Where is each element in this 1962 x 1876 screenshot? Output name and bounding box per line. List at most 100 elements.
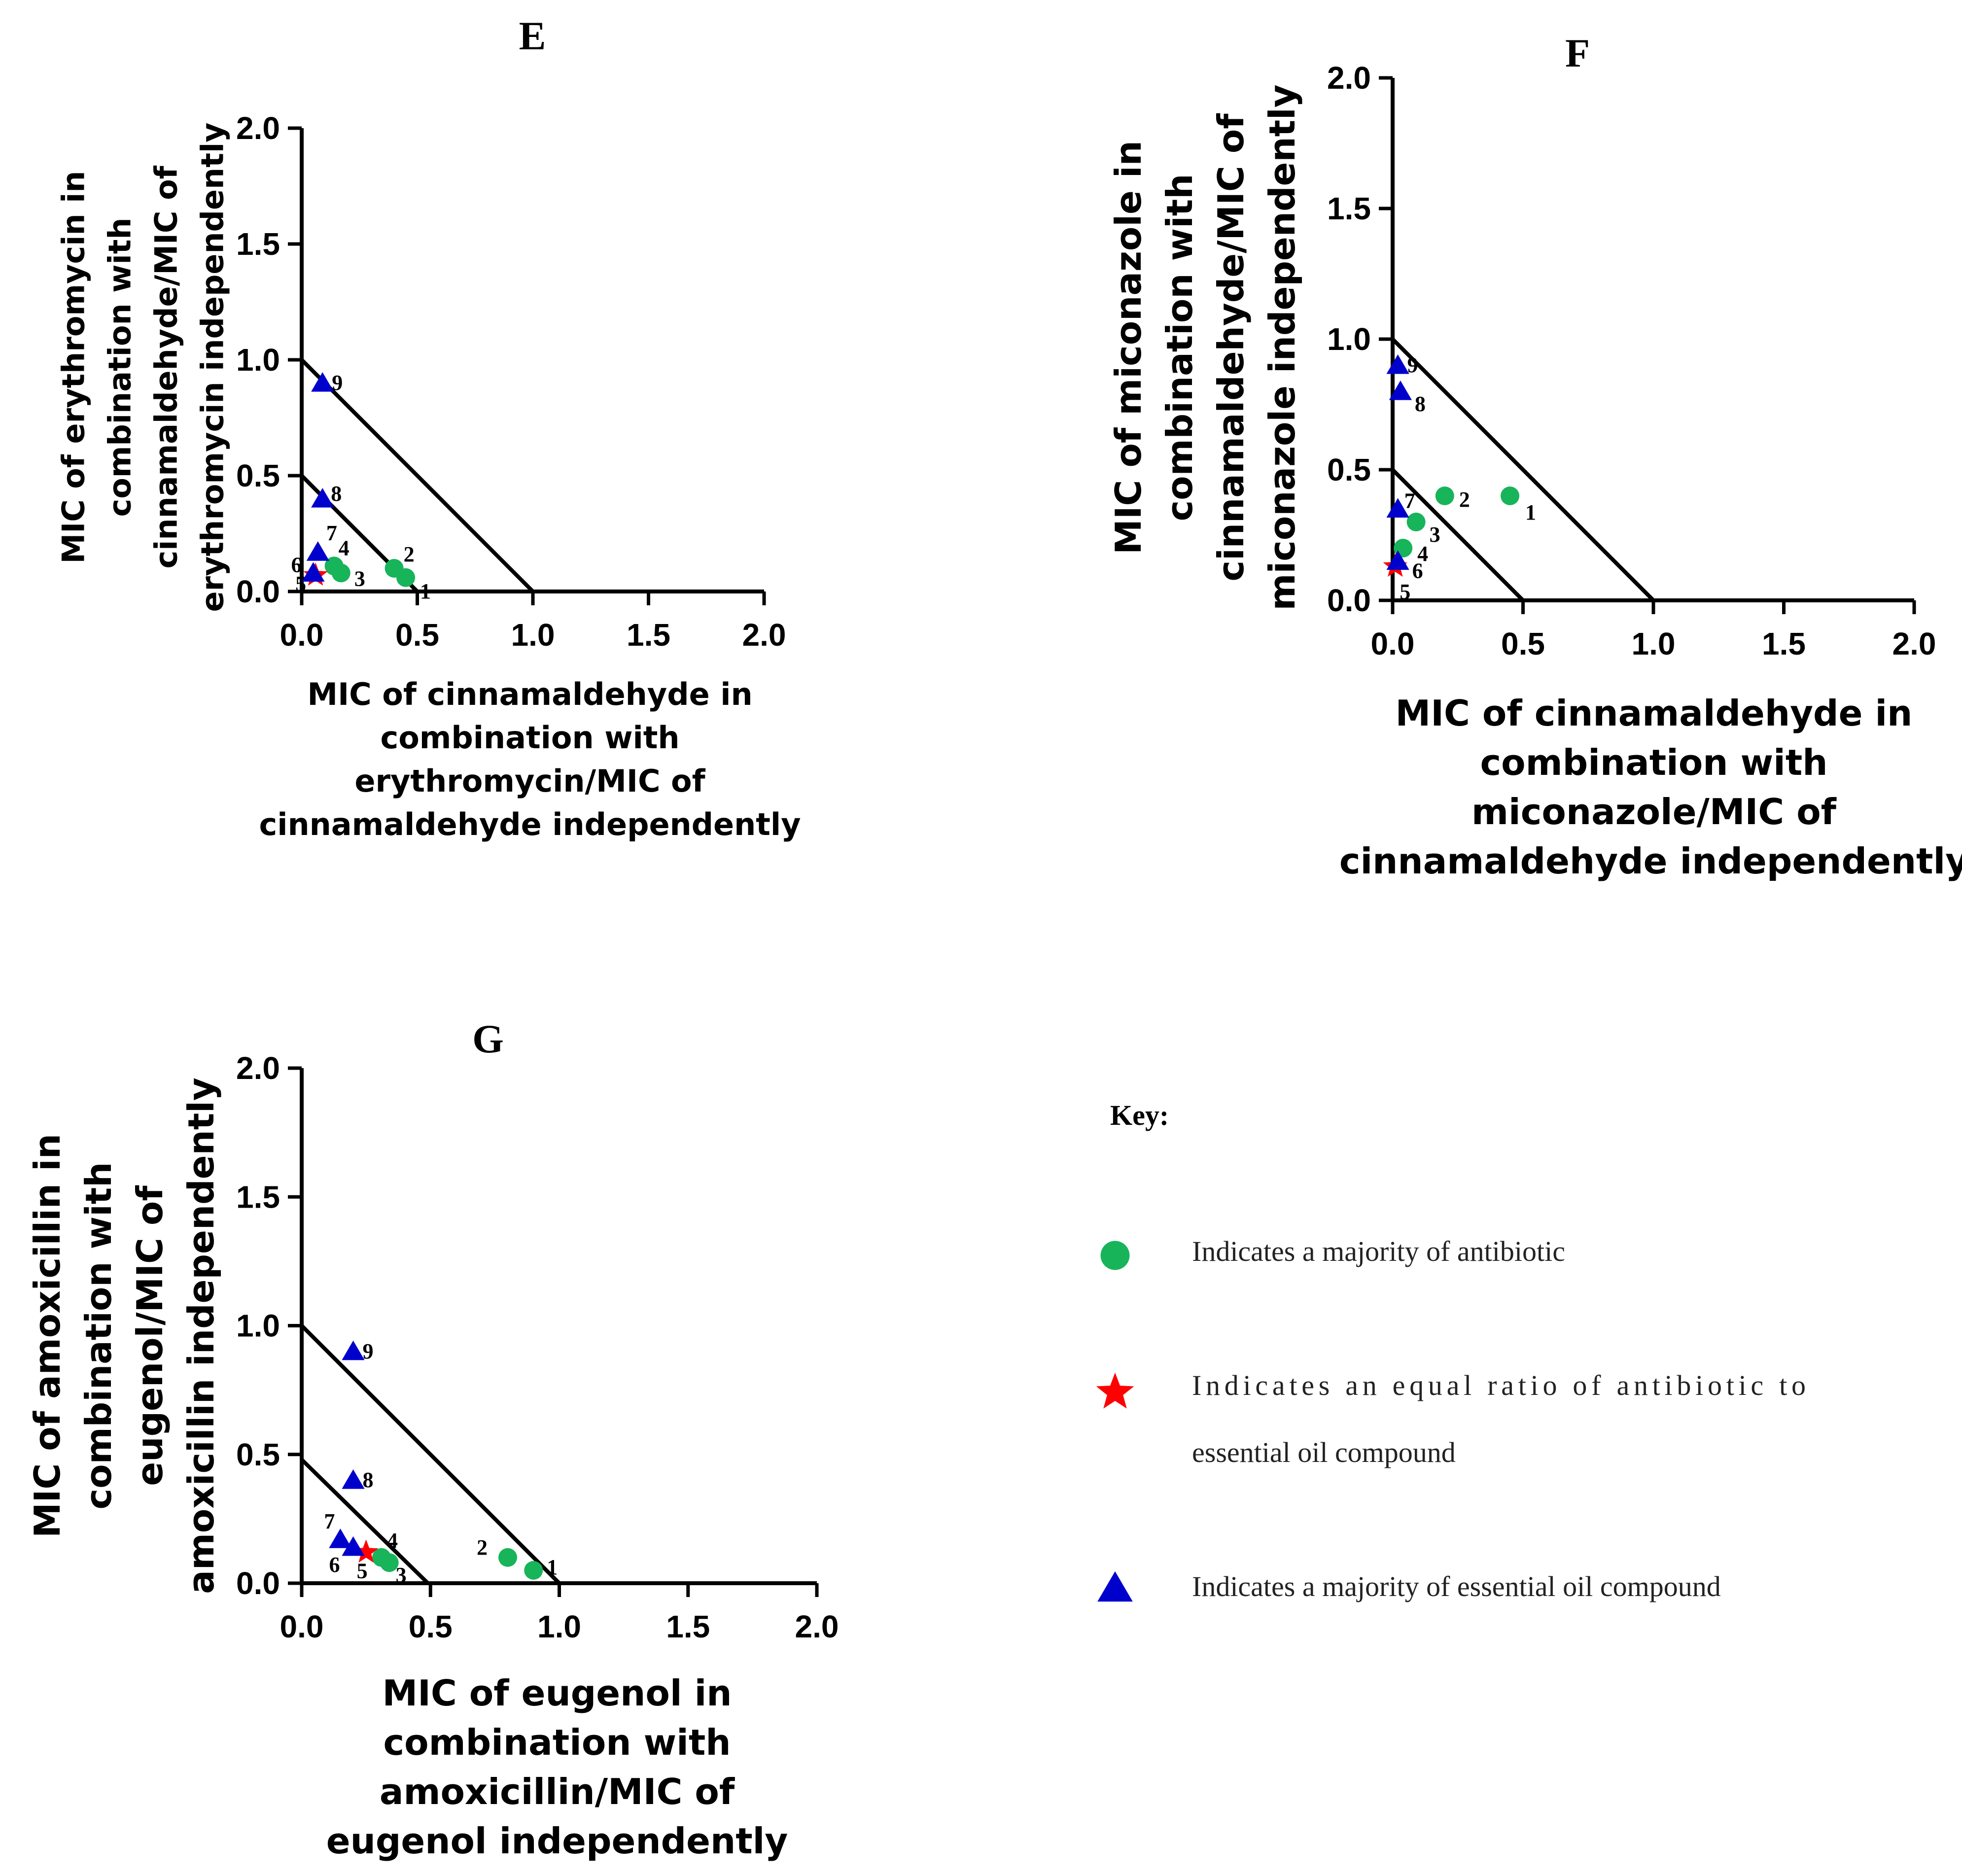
point-label: 5 xyxy=(295,572,306,596)
data-point-oil xyxy=(306,541,329,561)
x-axis-label: combination with xyxy=(384,1722,731,1763)
isobologram-line xyxy=(1391,338,1655,602)
chart-panels: E0.0 0.5 1.0 1.5 2.00.00.51.01.52.0123456789… xyxy=(27,13,1962,1862)
point-label: 6 xyxy=(329,1553,340,1577)
point-label: 4 xyxy=(339,536,350,560)
y-tick-label: 0.0 xyxy=(1327,583,1371,618)
y-tick-label: 1.5 xyxy=(236,1179,280,1215)
point-label: 5 xyxy=(357,1559,368,1583)
point-label: 6 xyxy=(1412,559,1423,583)
y-tick-label: 0.5 xyxy=(236,458,280,493)
legend-item: Indicates a majority of essential oil co… xyxy=(1097,1570,1721,1602)
data-point-oil xyxy=(311,488,334,508)
y-tick-label: 0.0 xyxy=(236,574,280,609)
x-tick-label: 0.5 xyxy=(409,1609,453,1644)
x-axis-label: cinnamaldehyde independently xyxy=(1339,840,1962,882)
y-tick-label: 1.0 xyxy=(1327,321,1371,357)
data-point-antibiotic xyxy=(1435,486,1454,505)
y-axis-label: MIC of amoxicillin in xyxy=(27,1134,68,1538)
y-axis-label: combination with xyxy=(102,217,138,517)
y-axis-label: cinnamaldehyde/MIC of xyxy=(1210,113,1252,582)
panel-title: E xyxy=(519,13,546,58)
x-tick-label: 0.0 xyxy=(1371,626,1415,661)
point-label: 8 xyxy=(331,482,342,506)
legend-text: Indicates a majority of antibiotic xyxy=(1192,1235,1565,1267)
panel-title: G xyxy=(472,1016,504,1061)
legend-text: Indicates a majority of essential oil co… xyxy=(1192,1570,1721,1602)
point-label: 3 xyxy=(1430,522,1440,547)
y-axis-label-group: MIC of miconazole in combination with cinn… xyxy=(1108,84,1303,610)
x-axis-label: eugenol independently xyxy=(326,1820,788,1862)
point-label: 4 xyxy=(1417,542,1428,566)
isobologram-line xyxy=(1391,468,1525,602)
x-axis-label: MIC of cinnamaldehyde in xyxy=(307,676,752,712)
x-axis-label: combination with xyxy=(380,720,679,756)
y-axis-label: combination with xyxy=(78,1162,119,1510)
panel-E: E 0.0 0.5 1.0 1.5 2.0 0.0 0.5 1.0 1.5 2.0 12 34 567 8 9… xyxy=(56,13,801,842)
x-tick-label: 0.0 xyxy=(280,617,324,653)
y-tick-label: 2.0 xyxy=(236,1050,280,1086)
point-label: 9 xyxy=(1407,353,1418,377)
point-label: 1 xyxy=(1525,500,1536,524)
x-axis-label: miconazole/MIC of xyxy=(1472,791,1837,833)
data-point-antibiotic xyxy=(1501,486,1520,505)
y-axis-label: cinnamaldehyde/MIC of xyxy=(148,165,184,568)
data-point-oil xyxy=(342,1469,365,1489)
data-point-oil xyxy=(342,1340,365,1360)
x-axis-label: amoxicillin/MIC of xyxy=(380,1771,735,1812)
x-tick-label: 0.0 xyxy=(280,1609,324,1644)
legend-item: Indicates a majority of antibiotic xyxy=(1100,1235,1565,1270)
y-axis-label: combination with xyxy=(1159,174,1200,521)
x-axis-label: MIC of cinnamaldehyde in xyxy=(1396,693,1913,734)
x-tick-label: 1.0 xyxy=(511,617,555,653)
y-tick-label: 2.0 xyxy=(1327,60,1371,96)
x-axis-label: combination with xyxy=(1480,742,1828,783)
point-label: 7 xyxy=(324,1509,335,1533)
y-tick-label: 0.5 xyxy=(236,1437,280,1472)
data-point-antibiotic xyxy=(1406,513,1426,531)
y-axis-label: amoxicillin independently xyxy=(180,1077,222,1594)
data-point-oil xyxy=(1386,498,1409,518)
data-point-oil xyxy=(342,1536,365,1556)
y-axis-label: MIC of erythromycin in xyxy=(56,171,92,563)
point-label: 7 xyxy=(326,521,337,545)
x-tick-label: 2.0 xyxy=(742,617,786,653)
data-point-antibiotic xyxy=(524,1561,543,1580)
circle-icon xyxy=(1100,1241,1130,1270)
panel-G: G 0.0 0.5 1.0 1.5 2.0 0.0 0.5 1.0 1.5 2.0 1 2 3 456 7 8 9… xyxy=(27,1016,839,1862)
data-point-antibiotic xyxy=(372,1548,391,1567)
point-label: 8 xyxy=(1415,392,1426,416)
data-point-antibiotic xyxy=(498,1548,517,1567)
panel-title: F xyxy=(1565,31,1590,75)
y-tick-label: 2.0 xyxy=(236,110,280,146)
data-point-equal xyxy=(353,1539,379,1563)
data-point-oil xyxy=(302,562,325,582)
isobologram-line xyxy=(300,1458,429,1585)
y-tick-label: 1.5 xyxy=(1327,191,1371,226)
legend-title: Key: xyxy=(1110,1099,1169,1131)
x-tick-label: 2.0 xyxy=(1892,626,1936,661)
point-label: 1 xyxy=(547,1555,558,1579)
data-point-oil xyxy=(1386,354,1409,374)
y-tick-label: 0.5 xyxy=(1327,452,1371,487)
point-label: 3 xyxy=(396,1563,407,1587)
star-icon xyxy=(1096,1372,1134,1409)
x-tick-label: 0.5 xyxy=(395,617,439,653)
y-tick-label: 1.0 xyxy=(236,1308,280,1344)
data-point-oil xyxy=(1386,550,1409,570)
data-point-antibiotic xyxy=(385,559,404,578)
x-tick-label: 2.0 xyxy=(795,1609,839,1644)
x-axis-label: erythromycin/MIC of xyxy=(354,763,705,799)
y-tick-label: 1.0 xyxy=(236,342,280,378)
x-tick-label: 0.5 xyxy=(1501,626,1545,661)
x-axis-label: cinnamaldehyde independently xyxy=(259,806,801,842)
y-axis-label-group: MIC of erythromycin in combination with ci… xyxy=(56,123,231,612)
data-point-oil xyxy=(1389,381,1412,400)
x-tick-label: 1.5 xyxy=(1762,626,1806,661)
point-label: 2 xyxy=(1459,487,1470,512)
x-tick-label: 1.5 xyxy=(627,617,670,653)
x-tick-label: 1.5 xyxy=(666,1609,710,1644)
